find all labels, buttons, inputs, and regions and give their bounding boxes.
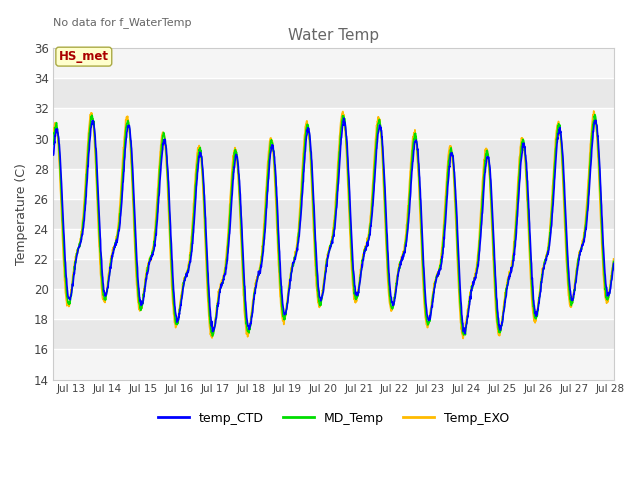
- MD_Temp: [49, 142, 57, 147]
- MD_Temp: [610, 259, 618, 264]
- Bar: [53, 349, 614, 380]
- Temp_EXO: [78, 225, 86, 230]
- temp_CTD: [610, 261, 618, 266]
- Temp_EXO: [610, 256, 618, 262]
- temp_CTD: [492, 264, 499, 270]
- Bar: [53, 229, 614, 259]
- Temp_EXO: [491, 290, 499, 296]
- MD_Temp: [594, 136, 602, 142]
- Bar: [53, 108, 614, 139]
- Bar: [53, 289, 614, 319]
- Legend: temp_CTD, MD_Temp, Temp_EXO: temp_CTD, MD_Temp, Temp_EXO: [153, 407, 515, 430]
- Bar: [53, 78, 614, 108]
- MD_Temp: [591, 112, 598, 118]
- Line: Temp_EXO: Temp_EXO: [53, 111, 614, 338]
- Temp_EXO: [594, 154, 602, 159]
- Line: MD_Temp: MD_Temp: [53, 115, 614, 336]
- MD_Temp: [307, 160, 315, 166]
- temp_CTD: [307, 148, 315, 154]
- temp_CTD: [594, 133, 602, 139]
- Bar: [53, 319, 614, 349]
- MD_Temp: [78, 231, 86, 237]
- MD_Temp: [594, 143, 602, 148]
- Bar: [53, 168, 614, 199]
- Temp_EXO: [322, 262, 330, 268]
- temp_CTD: [322, 269, 330, 275]
- Temp_EXO: [590, 108, 598, 114]
- MD_Temp: [491, 274, 499, 280]
- Text: No data for f_WaterTemp: No data for f_WaterTemp: [53, 17, 192, 28]
- MD_Temp: [209, 333, 216, 339]
- Temp_EXO: [594, 147, 602, 153]
- Temp_EXO: [307, 166, 315, 171]
- Y-axis label: Temperature (C): Temperature (C): [15, 163, 28, 265]
- Title: Water Temp: Water Temp: [288, 28, 379, 43]
- Text: HS_met: HS_met: [59, 50, 109, 63]
- temp_CTD: [340, 115, 348, 121]
- Bar: [53, 259, 614, 289]
- temp_CTD: [461, 331, 469, 336]
- MD_Temp: [323, 263, 330, 268]
- Bar: [53, 199, 614, 229]
- Temp_EXO: [49, 128, 57, 134]
- Temp_EXO: [460, 336, 467, 341]
- Bar: [53, 48, 614, 78]
- temp_CTD: [78, 233, 86, 239]
- temp_CTD: [49, 152, 57, 158]
- temp_CTD: [594, 133, 602, 139]
- Bar: [53, 139, 614, 168]
- Line: temp_CTD: temp_CTD: [53, 118, 614, 334]
